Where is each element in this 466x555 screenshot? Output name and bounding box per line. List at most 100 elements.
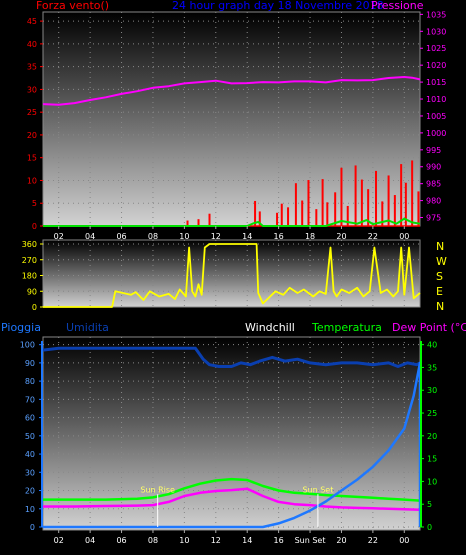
right-tick-label: 40 [427, 341, 437, 350]
pressure-tick-label: 1010 [426, 95, 446, 104]
pressure-axis-label: Pressione [371, 0, 424, 12]
chart-title: 24 hour graph day 18 Novembre 2018 [172, 0, 384, 12]
left-tick-label: 60 [25, 414, 35, 423]
x-tick-label: 06 [116, 232, 126, 241]
wind-bar [321, 179, 324, 226]
wind-bar [375, 170, 378, 226]
pressure-tick-label: 1015 [426, 78, 446, 87]
direction-tick-label: 180 [22, 272, 37, 281]
wind-bar [404, 182, 407, 226]
wind-tick-label: 15 [27, 154, 37, 163]
x-tick-label: 04 [85, 536, 95, 545]
wind-bar [294, 183, 297, 226]
left-tick-label: 90 [25, 359, 35, 368]
compass-label: N [436, 240, 444, 253]
direction-tick-label: 360 [22, 240, 37, 249]
pressure-line [42, 76, 421, 106]
x-tick-label: 06 [116, 536, 126, 545]
wind-bar [367, 189, 370, 226]
left-tick-label: 0 [30, 523, 35, 532]
x-tick-label: 12 [211, 232, 221, 241]
wind-pressure-panel [42, 11, 421, 227]
direction-tick-label: 270 [22, 256, 37, 265]
wind-bar [387, 175, 390, 226]
left-tick-label: 50 [25, 432, 35, 441]
rain-line [43, 361, 422, 529]
wind-bar [334, 192, 337, 226]
sun-annotation: Sun Set [302, 485, 333, 494]
wind-tick-label: 10 [27, 176, 37, 185]
right-tick-label: 5 [427, 500, 432, 509]
wind-axis-label: Forza vento() [36, 0, 109, 12]
x-tick-label: 00 [399, 232, 409, 241]
x-tick-label: 12 [211, 536, 221, 545]
humidity-label: Umidita [66, 321, 109, 334]
x-tick-label: 14 [242, 232, 252, 241]
wind-tick-label: 5 [32, 199, 37, 208]
pressure-tick-label: 1035 [426, 10, 446, 19]
x-tick-label: 18 [305, 232, 315, 241]
right-tick-label: 0 [427, 523, 432, 532]
pressure-tick-label: 1025 [426, 44, 446, 53]
x-tick-label: 20 [336, 536, 346, 545]
wind-bar [258, 211, 261, 226]
wind-bar [208, 213, 211, 226]
compass-label: S [436, 270, 443, 283]
x-tick-label: 02 [54, 536, 64, 545]
pressure-tick-label: 990 [426, 163, 441, 172]
wind-bar [360, 179, 363, 226]
pressure-tick-label: 1020 [426, 61, 446, 70]
windchill-label: Windchill [245, 321, 295, 334]
wind-tick-label: 40 [27, 40, 37, 49]
temperature-label: Temperatura [311, 321, 382, 334]
pressure-tick-label: 1030 [426, 27, 446, 36]
compass-label: E [436, 285, 443, 298]
wind-tick-label: 25 [27, 108, 37, 117]
wind-bar [381, 201, 384, 226]
x-tick-label: 14 [242, 536, 252, 545]
wind-bar [287, 207, 290, 226]
wind-tick-label: 20 [27, 131, 37, 140]
wind-bar [315, 209, 318, 226]
wind-direction-line [43, 243, 421, 308]
x-tick-label: 08 [148, 232, 158, 241]
wind-tick-label: 30 [27, 85, 37, 94]
wind-bar [276, 212, 279, 226]
right-tick-label: 10 [427, 477, 437, 486]
sun-annotation: Sun Rise [140, 485, 175, 494]
x-tick-label: Sun Set [295, 536, 326, 545]
right-tick-label: 30 [427, 386, 437, 395]
rain-axis-label: Pioggia [1, 321, 41, 334]
dewpoint-line [43, 487, 421, 511]
temperature-line [43, 477, 421, 502]
x-tick-label: 16 [274, 232, 284, 241]
wind-direction-panel [42, 239, 421, 308]
wind-bar [411, 160, 414, 226]
left-tick-label: 10 [25, 505, 35, 514]
compass-label: N [436, 300, 444, 313]
pressure-tick-label: 980 [426, 197, 441, 206]
x-tick-label: 02 [54, 232, 64, 241]
wind-bar [301, 200, 304, 226]
wind-bar [186, 220, 189, 226]
compass-label: W [436, 255, 447, 268]
left-tick-label: 100 [20, 341, 35, 350]
left-tick-label: 30 [25, 468, 35, 477]
wind-bar [393, 195, 396, 226]
wind-tick-label: 45 [27, 17, 37, 26]
wind-bar [340, 167, 343, 226]
right-tick-label: 15 [427, 455, 437, 464]
wind-bar [280, 203, 283, 226]
x-tick-label: 22 [368, 536, 378, 545]
left-tick-label: 80 [25, 377, 35, 386]
humidity-line [42, 346, 421, 368]
wind-bar [326, 202, 329, 226]
x-tick-label: 22 [368, 232, 378, 241]
dewpoint-label: Dew Point (°C) [392, 321, 466, 334]
direction-tick-label: 90 [27, 287, 37, 296]
pressure-tick-label: 985 [426, 180, 441, 189]
wind-bar [254, 200, 257, 226]
x-tick-label: 16 [274, 536, 284, 545]
x-tick-label: 10 [179, 232, 189, 241]
x-tick-label: 08 [148, 536, 158, 545]
